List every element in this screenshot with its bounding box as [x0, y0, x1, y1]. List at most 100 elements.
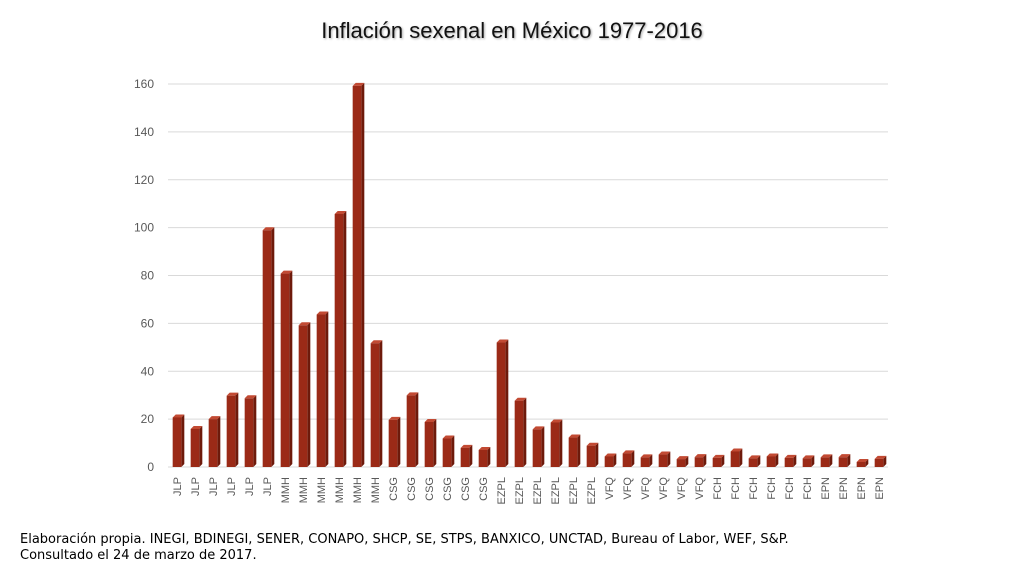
bar [244, 395, 257, 467]
y-tick-label: 0 [147, 460, 154, 474]
bar-side [757, 455, 761, 467]
bar-front [262, 230, 272, 467]
bar-top [478, 447, 491, 451]
bar [784, 454, 797, 467]
bar-side [415, 392, 419, 467]
bar-top [172, 414, 185, 418]
x-tick-label: VFQ [658, 477, 670, 500]
bar-front [766, 456, 776, 467]
x-tick-label: CSG [478, 477, 490, 501]
bar-top [694, 454, 707, 458]
bar [406, 392, 419, 467]
x-tick-label: MMH [280, 477, 292, 503]
bar-front [532, 429, 542, 467]
bar-top [532, 426, 545, 430]
bar [622, 450, 635, 467]
bar [748, 455, 761, 467]
bar [712, 454, 725, 467]
bar-front [604, 456, 614, 467]
bar [442, 435, 455, 467]
bar [514, 397, 527, 467]
bar-front [820, 457, 830, 467]
bar-side [577, 434, 581, 467]
x-tick-label: EZPL [514, 477, 526, 505]
bar-top [856, 458, 869, 462]
x-tick-label: VFQ [640, 477, 652, 500]
y-tick-label: 140 [134, 125, 154, 139]
bar-front [190, 428, 200, 467]
bar-top [640, 454, 653, 458]
bar-side [811, 455, 815, 467]
x-tick-label: VFQ [604, 477, 616, 500]
bar-top [406, 392, 419, 396]
bar [208, 416, 221, 467]
x-tick-label: MMH [352, 477, 364, 503]
source-line-2: Consultado el 24 de marzo de 2017. [20, 548, 257, 563]
bar-front [784, 457, 794, 467]
x-tick-label: CSG [406, 477, 418, 501]
bar-front [226, 395, 236, 467]
x-tick-label: MMH [334, 477, 346, 503]
x-tick-label: FCH [730, 477, 742, 500]
bar-top [802, 455, 815, 459]
bar [532, 426, 545, 467]
x-tick-label: VFQ [694, 477, 706, 500]
x-tick-label: CSG [460, 477, 472, 501]
x-tick-label: EPN [838, 477, 850, 500]
x-tick-label: FCH [766, 477, 778, 500]
bar [190, 425, 203, 467]
bar-front [424, 421, 434, 467]
bar [766, 453, 779, 467]
bar-front [874, 458, 884, 467]
x-tick-label: EPN [856, 477, 868, 500]
source-line-1: Elaboración propia. INEGI, BDINEGI, SENE… [20, 532, 789, 547]
bar-front [622, 453, 632, 467]
bar [316, 311, 329, 467]
bar-side [361, 82, 365, 467]
bar-side [541, 426, 545, 467]
bar-front [496, 342, 506, 467]
bar [658, 451, 671, 467]
y-tick-label: 40 [141, 364, 155, 378]
y-tick-label: 60 [141, 316, 155, 330]
bar-front [208, 419, 218, 467]
bar [496, 339, 509, 467]
bar-side [271, 227, 275, 467]
bar-top [622, 450, 635, 454]
bar [550, 419, 563, 467]
bar [298, 322, 311, 467]
x-tick-label: EPN [820, 477, 832, 500]
x-tick-label: MMH [316, 477, 328, 503]
bar-top [424, 418, 437, 422]
bar-side [451, 435, 455, 467]
bar-front [406, 395, 416, 467]
bar-side [325, 311, 329, 467]
bar-side [703, 454, 707, 467]
x-tick-label: EZPL [532, 477, 544, 505]
bar-top [388, 416, 401, 420]
bar-side [433, 418, 437, 467]
bar [802, 455, 815, 467]
y-tick-label: 160 [134, 77, 154, 91]
bar [586, 442, 599, 467]
bar-side [199, 425, 203, 467]
bar-top [604, 453, 617, 457]
bar-side [865, 458, 869, 467]
bar-side [181, 414, 185, 467]
bar-front [640, 457, 650, 467]
bar-side [397, 416, 401, 467]
bar-top [442, 435, 455, 439]
bar-front [568, 437, 578, 467]
bar-front [676, 459, 686, 467]
x-tick-label: JLP [190, 477, 202, 496]
bar-side [253, 395, 257, 467]
bar-front [550, 422, 560, 467]
bar-top [262, 227, 275, 231]
bar-front [802, 458, 812, 467]
bar-top [298, 322, 311, 326]
bar [226, 392, 239, 467]
bar-front [442, 438, 452, 467]
bar-side [235, 392, 239, 467]
bar-front [316, 314, 326, 467]
